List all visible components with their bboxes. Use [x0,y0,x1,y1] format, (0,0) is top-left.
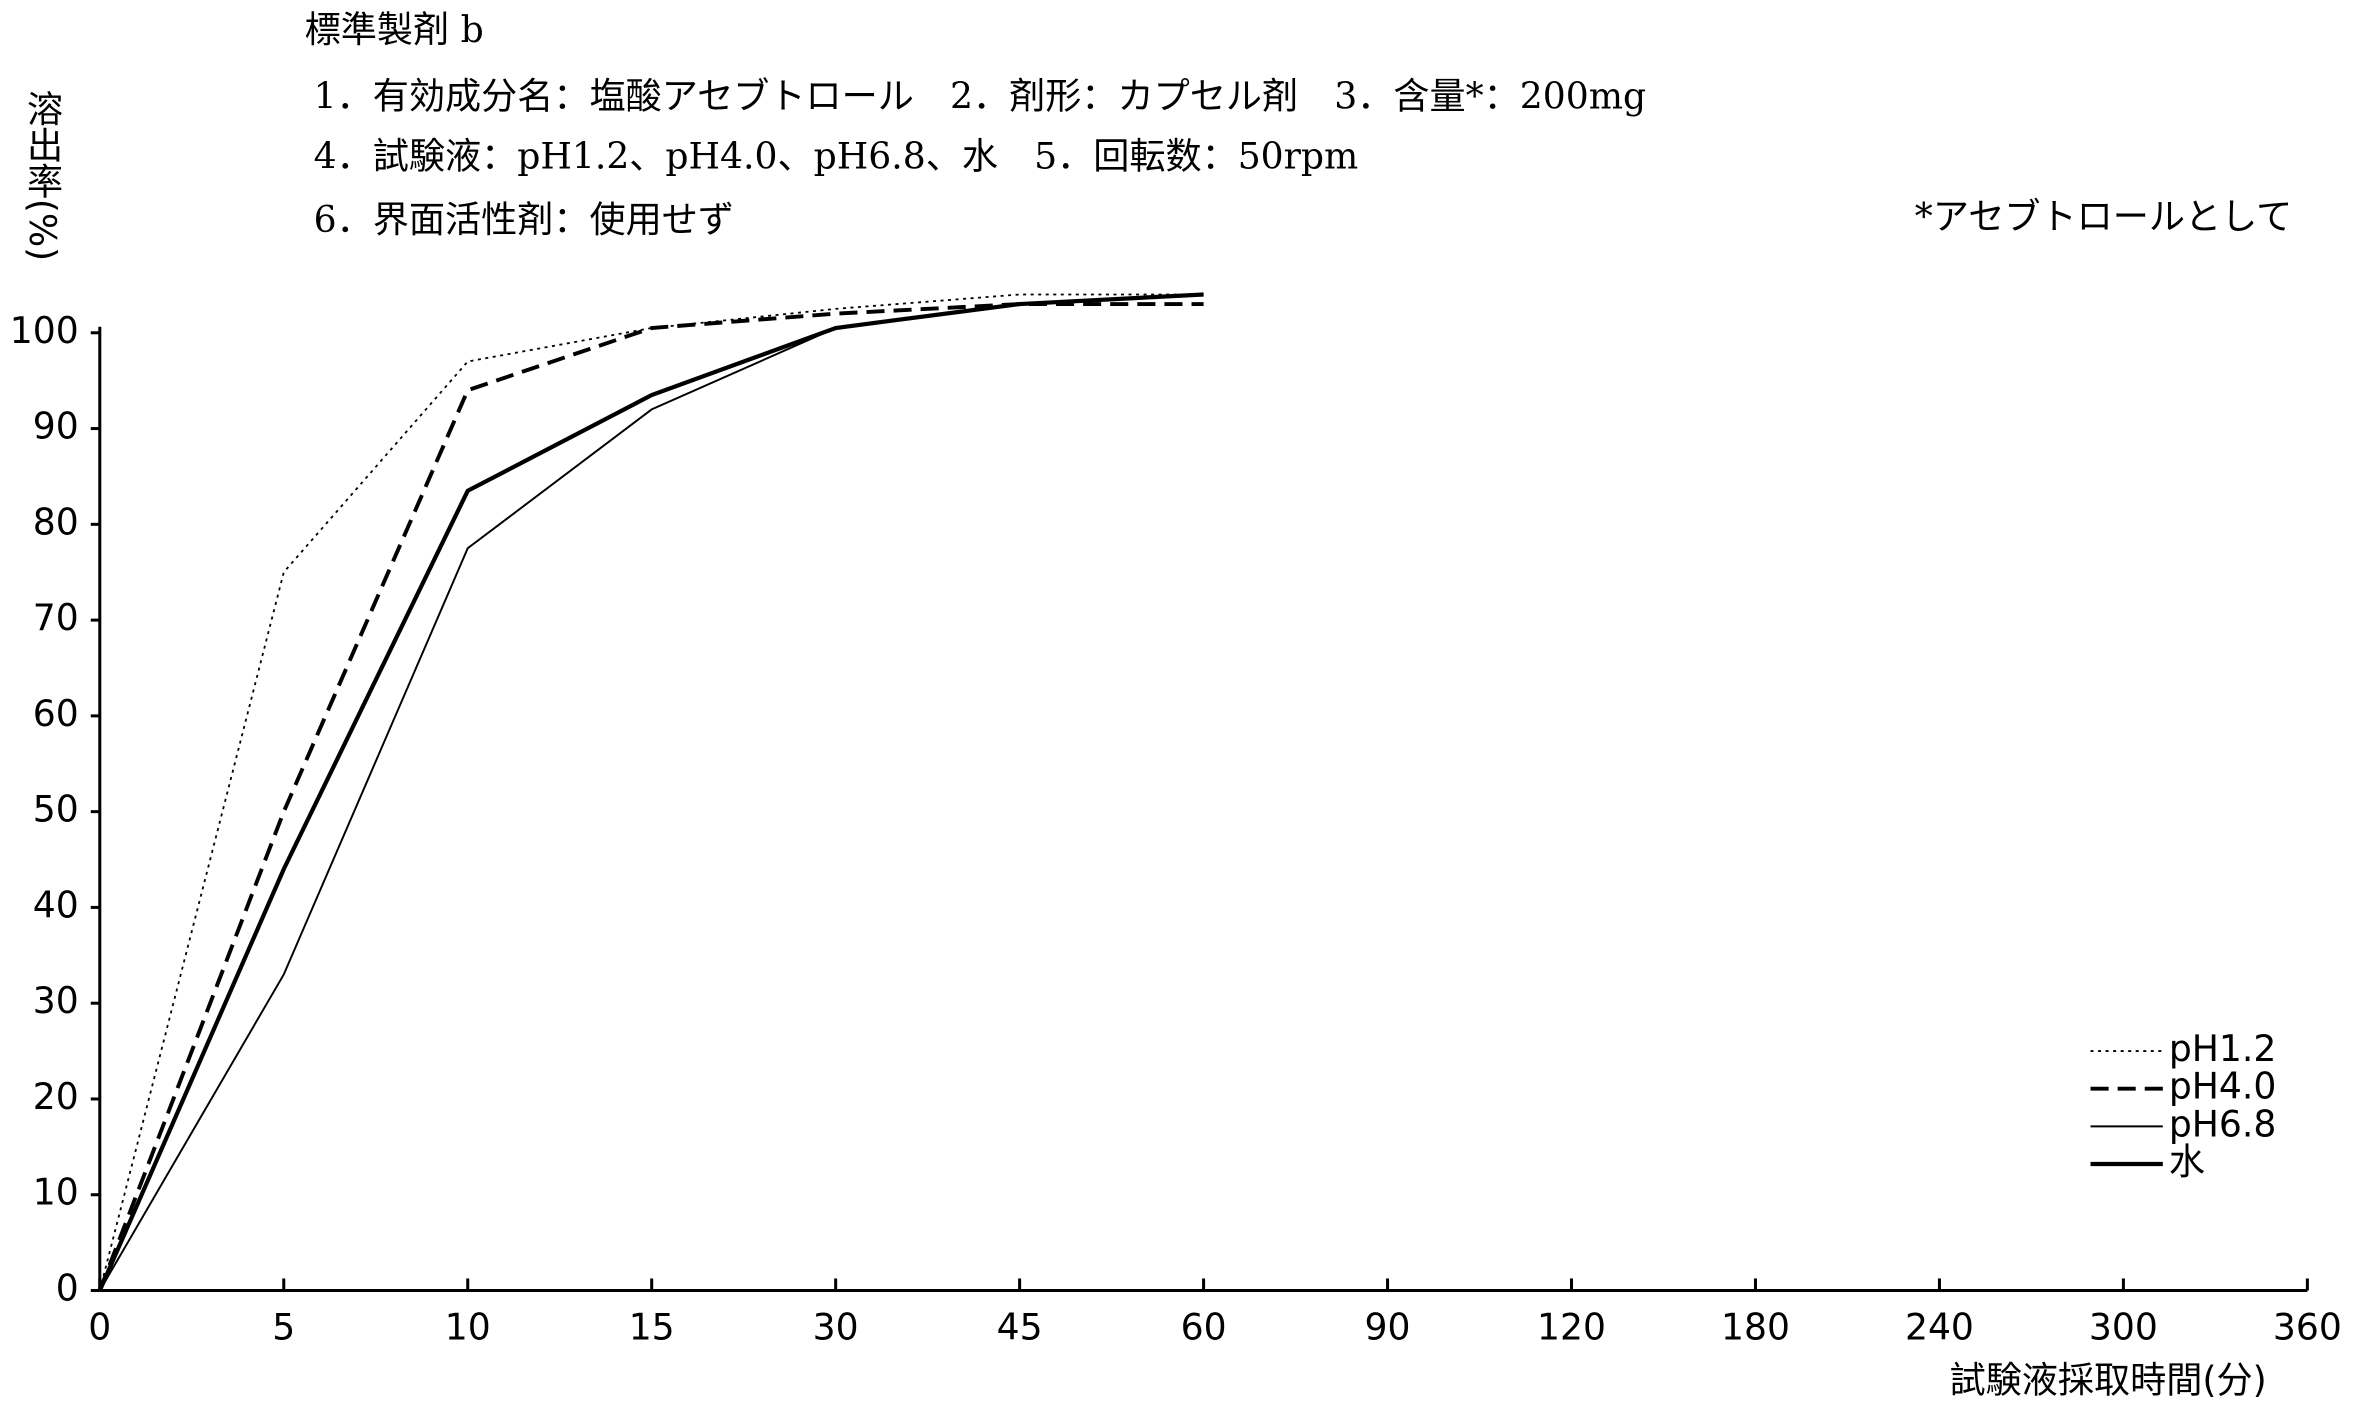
x-tick-label: 5 [272,1306,295,1349]
series-line [97,302,1204,1292]
y-tick-label: 60 [33,692,79,735]
x-tick-label: 10 [445,1306,491,1349]
subtitle: 1．有効成分名：塩酸アセブトロール 2．剤形：カプセル剤 3．含量*：200mg [314,74,1647,117]
x-tick-label: 360 [2273,1306,2342,1349]
series-line [98,293,1204,1291]
y-tick-label: 20 [33,1075,79,1118]
x-tick-label: 15 [629,1306,675,1349]
y-tick-label: 10 [33,1171,79,1214]
legend-label: pH6.8 [2169,1102,2277,1145]
series-line [97,292,1204,1292]
x-tick-label: 120 [1537,1306,1606,1349]
x-tick-label: 240 [1905,1306,1974,1349]
legend-label: pH4.0 [2169,1065,2277,1108]
x-axis-label: 試験液採取時間(分) [1950,1358,2267,1401]
x-tick-label: 60 [1181,1306,1227,1349]
subtitle: 4．試験液：pH1.2、pH4.0、pH6.8、水 5．回転数：50rpm [314,135,1359,178]
y-tick-label: 50 [33,788,79,831]
x-tick-label: 180 [1721,1306,1790,1349]
x-tick-label: 300 [2089,1306,2158,1349]
x-tick-label: 0 [88,1306,111,1349]
annotation: *アセブトロールとして [1915,195,2293,238]
y-tick-label: 40 [33,883,79,926]
y-tick-label: 0 [56,1267,79,1310]
y-axis-label: 溶出率(%) [21,90,64,261]
x-tick-label: 45 [997,1306,1043,1349]
subtitle: 6．界面活性剤：使用せず [314,198,734,241]
x-tick-label: 90 [1365,1306,1411,1349]
y-tick-label: 80 [33,500,79,543]
series-line [98,293,1204,1292]
legend-label: 水 [2169,1140,2205,1183]
y-tick-label: 70 [33,596,79,639]
y-tick-label: 30 [33,979,79,1022]
y-tick-label: 100 [10,309,79,352]
x-tick-label: 30 [813,1306,859,1349]
legend-label: pH1.2 [2169,1027,2277,1070]
chart-title: 標準製剤 b [305,8,484,51]
y-tick-label: 90 [33,405,79,448]
